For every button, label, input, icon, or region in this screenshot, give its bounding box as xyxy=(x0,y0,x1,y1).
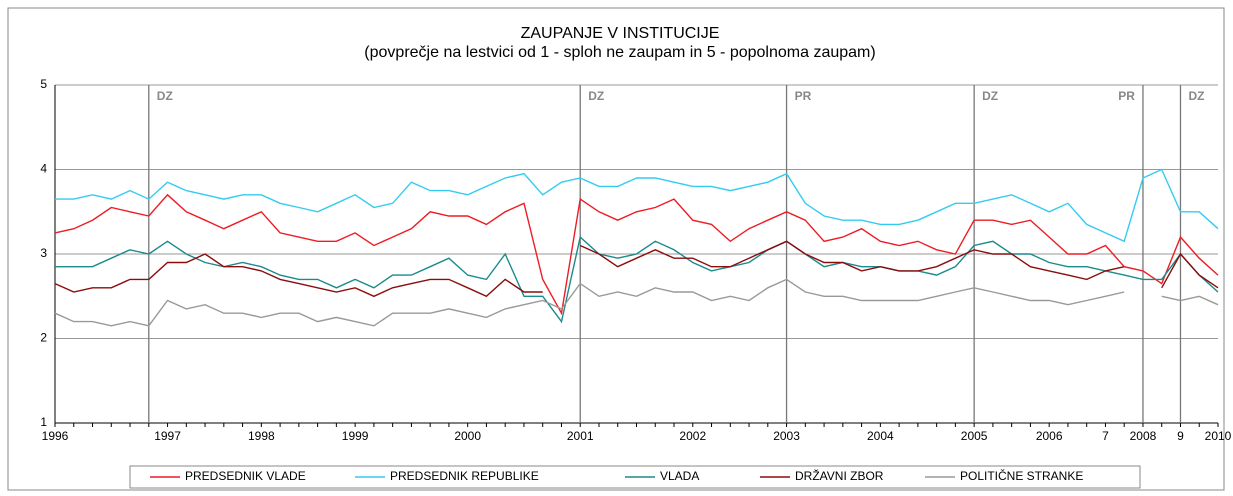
x-tick-label: 1998 xyxy=(248,429,275,443)
x-tick-label: 2002 xyxy=(679,429,706,443)
event-label: DZ xyxy=(982,89,998,103)
series-line xyxy=(54,240,1219,298)
y-tick-label: 2 xyxy=(40,331,47,345)
legend-label: POLITIČNE STRANKE xyxy=(960,468,1083,483)
x-tick-label: 2003 xyxy=(773,429,800,443)
x-tick-label: 2000 xyxy=(454,429,481,443)
x-tick-label: 1997 xyxy=(154,429,181,443)
x-tick-label: 1999 xyxy=(342,429,369,443)
series-line xyxy=(55,235,1219,324)
chart-border xyxy=(7,7,1225,491)
x-tick-label: 2004 xyxy=(867,429,894,443)
x-tick-label: 2005 xyxy=(961,429,988,443)
x-tick-label: 2006 xyxy=(1036,429,1063,443)
y-tick-label: 5 xyxy=(40,77,47,91)
x-tick-label: 7 xyxy=(1102,429,1109,443)
x-tick-label: 9 xyxy=(1177,429,1184,443)
legend-label: DRŽAVNI ZBOR xyxy=(795,468,884,483)
legend-label: PREDSEDNIK REPUBLIKE xyxy=(390,469,539,483)
event-label: PR xyxy=(795,89,812,103)
event-label: DZ xyxy=(1188,89,1204,103)
event-label: DZ xyxy=(157,89,173,103)
legend-label: PREDSEDNIK VLADE xyxy=(185,469,306,483)
legend-label: VLADA xyxy=(660,469,699,483)
series-line xyxy=(54,193,1219,316)
x-tick-label: 2001 xyxy=(567,429,594,443)
legend-box xyxy=(129,465,1141,489)
x-tick-label: 2010 xyxy=(1205,429,1232,443)
series-line xyxy=(54,278,1219,327)
chart-subtitle: (povprečje na lestvici od 1 - sploh ne z… xyxy=(364,44,875,61)
event-label: PR xyxy=(1118,89,1135,103)
chart-title: ZAUPANJE V INSTITUCIJE xyxy=(521,25,720,42)
x-tick-label: 2008 xyxy=(1130,429,1157,443)
y-tick-label: 1 xyxy=(40,415,47,429)
y-tick-label: 3 xyxy=(40,246,47,260)
x-tick-label: 1996 xyxy=(42,429,69,443)
series-line xyxy=(55,168,1219,243)
y-tick-label: 4 xyxy=(40,162,47,176)
event-label: DZ xyxy=(588,89,604,103)
